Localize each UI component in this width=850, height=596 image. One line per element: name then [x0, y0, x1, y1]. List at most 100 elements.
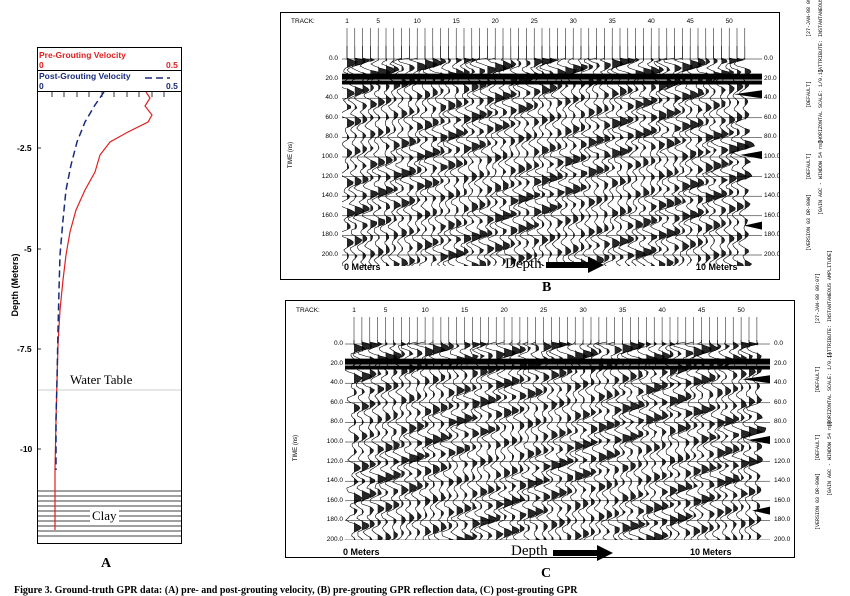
- side-annotation: [ATTRIBUTE: INSTANTANEOUS AMPLITUDE]: [827, 250, 833, 359]
- panel-c: TRACK: 1 5 10 15 20 25 30 35 40 45 50 TIME (ns) 0.…: [285, 250, 845, 585]
- gpr-trace-fill: [518, 46, 527, 266]
- side-annotation: [DEFAULT]: [806, 152, 812, 180]
- direct-wave-band: [345, 365, 770, 370]
- gpr-trace-fill: [729, 46, 739, 266]
- gpr-trace: [723, 340, 742, 540]
- track-tick-label: 25: [539, 307, 548, 314]
- post-velocity-min: 0: [39, 81, 44, 91]
- gpr-trace-fill: [487, 46, 496, 266]
- gpr-trace-fill: [651, 46, 660, 266]
- gpr-trace-fill: [620, 46, 630, 266]
- gpr-trace-fill: [456, 340, 468, 540]
- gpr-trace-fill: [440, 340, 450, 540]
- gpr-trace-fill: [370, 46, 380, 266]
- panel-a-letter: A: [101, 556, 112, 571]
- gpr-trace-fill: [635, 46, 646, 266]
- gpr-trace-fill: [662, 340, 672, 540]
- time-tick-label-right: 140.0: [764, 192, 781, 200]
- gpr-trace-fill: [519, 340, 527, 540]
- gpr-trace: [413, 340, 434, 540]
- gpr-trace-fill: [378, 46, 391, 266]
- gpr-trace-fill: [488, 340, 497, 540]
- gpr-trace-fill: [480, 340, 490, 540]
- gpr-trace-fill: [581, 46, 588, 266]
- depth-label-c: Depth: [511, 543, 548, 559]
- gpr-trace-fill: [693, 340, 705, 540]
- side-annotation: [VERSION 03 DR-90W]: [806, 194, 812, 252]
- track-tick-label: 50: [725, 18, 733, 25]
- gpr-trace-fill: [698, 46, 706, 266]
- depth-tick-5: -5: [24, 244, 32, 254]
- gpr-trace-fill: [557, 46, 566, 266]
- top-ticks: [51, 92, 165, 97]
- strong-reflection: [742, 375, 770, 384]
- gpr-trace: [637, 340, 659, 540]
- gpr-trace-fill: [512, 340, 521, 540]
- gpr-trace-fill: [604, 46, 611, 266]
- side-annotation: [DEFAULT]: [806, 81, 812, 109]
- gpr-trace-fill: [606, 340, 615, 540]
- gpr-trace-fill: [559, 340, 568, 540]
- track-ticks-b: 1 5 10 15 20 25 30 35 40 45 50: [280, 18, 780, 28]
- gpr-trace-fill: [526, 46, 537, 266]
- time-tick-label: 120.0: [321, 172, 338, 180]
- time-tick-label-right: 100.0: [774, 438, 791, 445]
- gpr-trace: [400, 340, 420, 540]
- pre-grouting-velocity-line: [54, 91, 153, 530]
- gpr-trace-fill: [417, 46, 427, 266]
- start-label-c: 0 Meters: [343, 547, 380, 557]
- gpr-trace-fill: [627, 46, 636, 266]
- gpr-trace-fill: [362, 46, 371, 266]
- panel-a: Pre-Grouting Velocity 0 0.5 Post-Groutin…: [0, 0, 200, 591]
- gpr-trace-fill: [527, 340, 537, 540]
- gpr-trace-fill: [432, 46, 442, 266]
- gpr-trace: [358, 340, 379, 540]
- gpr-frame-c: [285, 300, 795, 558]
- gpr-trace-fill: [386, 46, 396, 266]
- gpr-trace-fill: [682, 46, 693, 266]
- time-tick-label-right: 80.0: [764, 133, 777, 141]
- time-tick-label-right: 40.0: [764, 94, 777, 102]
- gpr-trace-fill: [448, 340, 458, 540]
- gpr-trace-fill: [409, 46, 417, 266]
- track-tick-label: 5: [376, 18, 380, 25]
- gpr-trace: [708, 340, 727, 540]
- end-label-b: 10 Meters: [696, 262, 738, 272]
- depth-tick-7-5: -7.5: [17, 344, 32, 354]
- gpr-trace-fill: [666, 46, 676, 266]
- time-tick-label: 100.0: [321, 153, 338, 160]
- gpr-trace-fill: [725, 340, 737, 540]
- track-label-c: TRACK:: [296, 307, 320, 314]
- gpr-trace-fill: [622, 340, 633, 540]
- gpr-trace-fill: [733, 340, 742, 540]
- time-tick-label-right: 200.0: [774, 536, 791, 543]
- time-tick-label: 40.0: [325, 94, 338, 102]
- time-tick-label: 180.0: [326, 516, 343, 524]
- gpr-trace-fill: [717, 340, 727, 540]
- strong-reflection: [748, 436, 770, 445]
- strong-reflection: [740, 151, 762, 160]
- time-tick-label-right: 20.0: [774, 359, 787, 367]
- gpr-trace-fill: [756, 340, 766, 540]
- pre-velocity-max: 0.5: [166, 60, 178, 70]
- gpr-trace-fill: [409, 340, 420, 540]
- side-annotation: [HORIZONTAL SCALE: 1/0.1]: [818, 68, 824, 144]
- gpr-trace-fill: [741, 340, 751, 540]
- gpr-traces-c: [345, 340, 770, 540]
- gpr-trace-fill: [393, 46, 402, 266]
- clay-label: Clay: [90, 508, 119, 524]
- panel-c-letter: C: [541, 566, 552, 581]
- pre-velocity-min: 0: [39, 60, 44, 70]
- gpr-trace-fill: [583, 340, 594, 540]
- end-label-c: 10 Meters: [690, 547, 732, 557]
- time-tick-label-right: 60.0: [774, 398, 787, 406]
- gpr-trace-fill: [495, 46, 507, 266]
- time-tick-label-right: 140.0: [774, 477, 791, 485]
- track-tick-label: 5: [383, 307, 388, 314]
- gpr-trace: [485, 340, 506, 540]
- side-annotation: [GAIN AGC - WINDOW 54 ns]: [818, 140, 824, 216]
- time-tick-label: 180.0: [321, 231, 338, 239]
- gpr-trace-fill: [575, 340, 587, 540]
- track-tick-label: 25: [530, 18, 538, 25]
- side-annotation: [27-JAN-98 09:05]: [806, 0, 812, 37]
